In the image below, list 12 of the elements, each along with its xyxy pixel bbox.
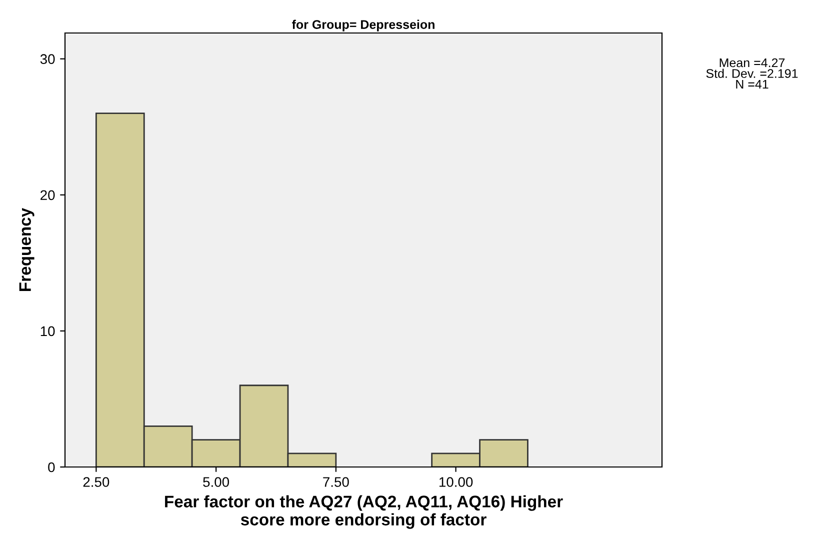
y-tick-label: 0 xyxy=(48,462,55,472)
y-tick-label: 30 xyxy=(40,54,55,64)
x-axis-title: Fear factor on the AQ27 (AQ2, AQ11, AQ16) Higher score more endorsing of factor xyxy=(165,495,563,529)
x-tick-label: 10.00 xyxy=(439,477,473,487)
text: Mean =4.27 Std. Dev. =2.191 N =41 xyxy=(706,58,798,89)
y-tick-label: 20 xyxy=(40,190,55,200)
chart-title: for Group= Depresseion xyxy=(292,20,434,32)
y-tick-label: 10 xyxy=(40,326,55,336)
x-tick-label: 7.50 xyxy=(323,477,349,487)
x-tick-label: 5.00 xyxy=(203,477,230,487)
x-tick-label: 2.50 xyxy=(83,477,110,487)
y-axis-title: Frequency xyxy=(19,208,34,292)
